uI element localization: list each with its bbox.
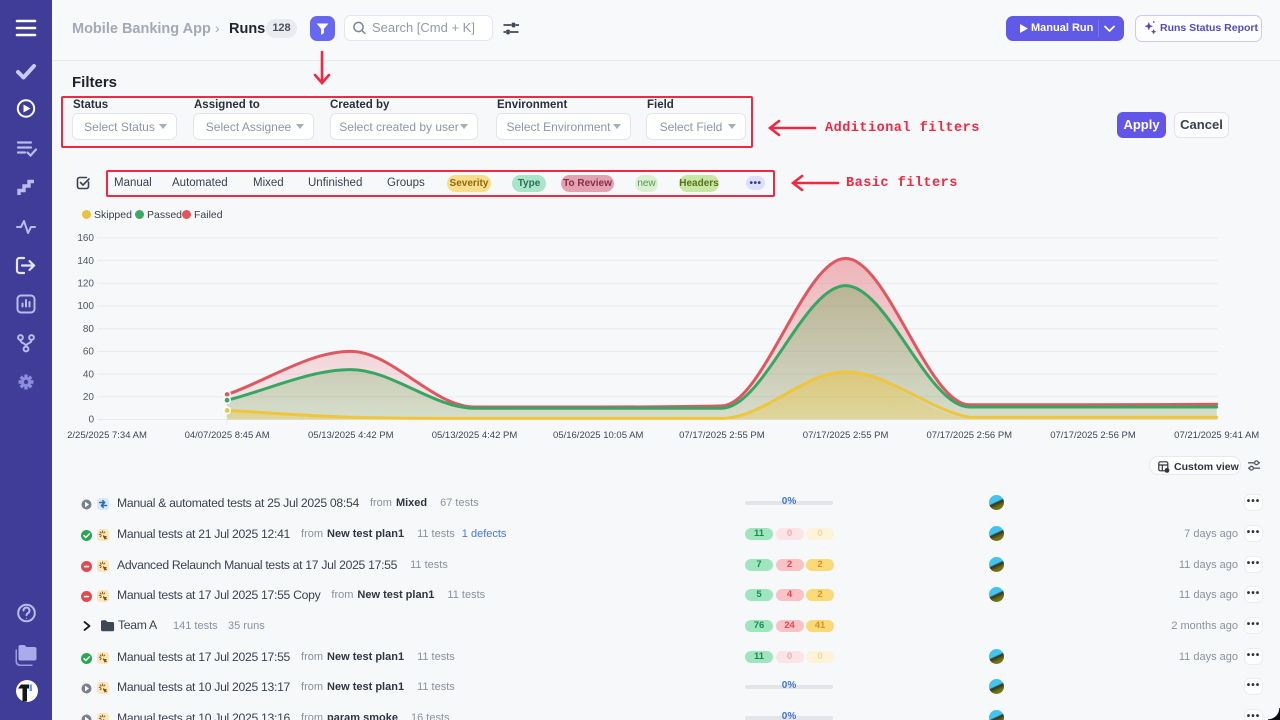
- svg-text:07/17/2025 2:55 PM: 07/17/2025 2:55 PM: [803, 430, 889, 441]
- svg-text:40: 40: [83, 369, 95, 380]
- svg-text:20: 20: [83, 392, 95, 403]
- svg-text:05/13/2025 4:42 PM: 05/13/2025 4:42 PM: [308, 430, 394, 441]
- svg-text:05/13/2025 4:42 PM: 05/13/2025 4:42 PM: [432, 430, 518, 441]
- svg-text:04/07/2025 8:45 AM: 04/07/2025 8:45 AM: [185, 430, 270, 441]
- svg-text:160: 160: [77, 233, 94, 244]
- svg-text:60: 60: [83, 347, 95, 358]
- svg-text:120: 120: [77, 279, 94, 290]
- svg-text:100: 100: [77, 301, 94, 312]
- svg-text:2/25/2025 7:34 AM: 2/25/2025 7:34 AM: [67, 430, 147, 441]
- svg-text:80: 80: [83, 324, 95, 335]
- svg-text:0: 0: [88, 415, 94, 426]
- svg-text:07/17/2025 2:56 PM: 07/17/2025 2:56 PM: [1050, 430, 1136, 441]
- svg-text:07/17/2025 2:56 PM: 07/17/2025 2:56 PM: [927, 430, 1013, 441]
- svg-text:05/16/2025 10:05 AM: 05/16/2025 10:05 AM: [553, 430, 643, 441]
- svg-text:140: 140: [77, 256, 94, 267]
- svg-text:07/21/2025 9:41 AM: 07/21/2025 9:41 AM: [1174, 430, 1259, 441]
- svg-text:07/17/2025 2:55 PM: 07/17/2025 2:55 PM: [679, 430, 765, 441]
